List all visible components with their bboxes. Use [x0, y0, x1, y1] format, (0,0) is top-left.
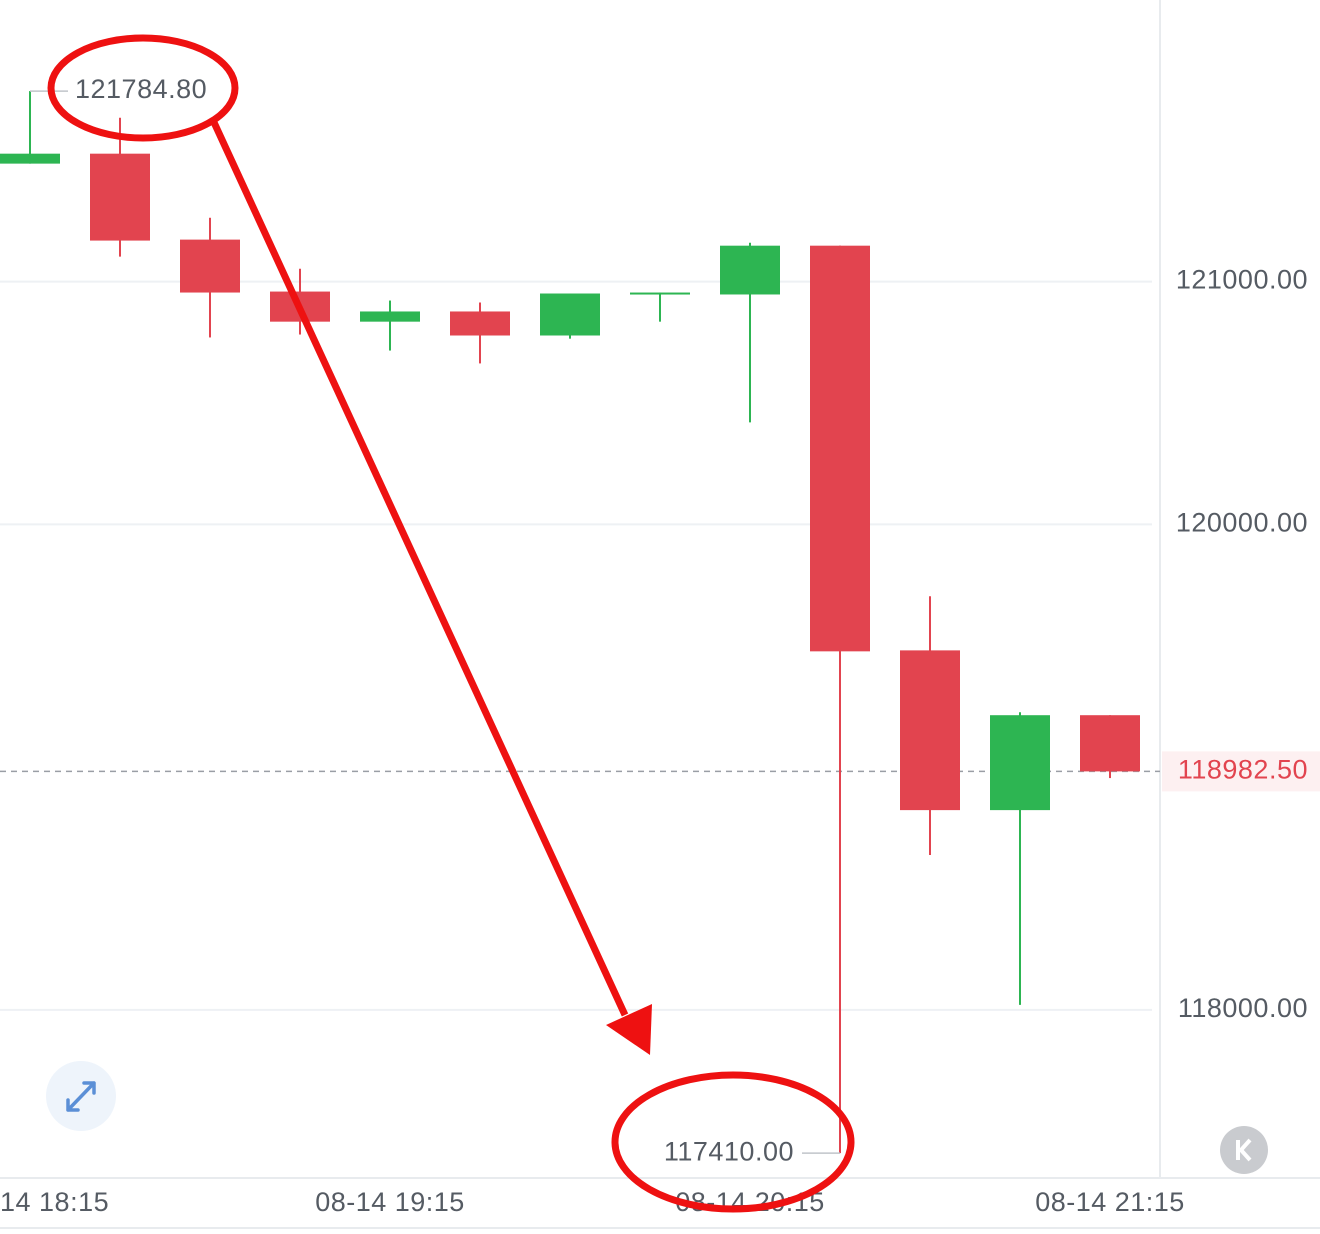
- candle-body: [990, 715, 1050, 811]
- arrow-shaft: [208, 116, 629, 1017]
- y-tick-label: 118000.00: [1178, 993, 1308, 1023]
- candle-body: [1080, 715, 1140, 772]
- candle-body: [810, 245, 870, 652]
- candle-body: [180, 239, 240, 293]
- x-tick-label: 08-14 19:15: [315, 1187, 465, 1217]
- annotation-label: 121784.80: [75, 74, 207, 104]
- annotation-label: 117410.00: [664, 1136, 794, 1166]
- candle-body: [630, 292, 690, 295]
- candle-body: [450, 311, 510, 336]
- last-price-label: 118982.50: [1178, 755, 1308, 785]
- highlight-circle: [47, 34, 239, 142]
- arrow-head: [606, 1004, 652, 1055]
- last-price-bg: [1162, 751, 1320, 792]
- y-tick-label: 120000.00: [1176, 508, 1308, 538]
- candle-body: [900, 650, 960, 811]
- x-tick-label: 08-14 20:15: [675, 1187, 825, 1217]
- k-button[interactable]: [1220, 1126, 1268, 1174]
- candle-body: [360, 311, 420, 322]
- k-icon[interactable]: [1236, 1138, 1252, 1162]
- candle-body: [540, 293, 600, 336]
- k-button-bg[interactable]: [1220, 1126, 1268, 1174]
- markup-annotation: [47, 34, 855, 1213]
- candle-body: [0, 153, 60, 164]
- candle-body: [90, 153, 150, 241]
- expand-button[interactable]: [46, 1061, 116, 1131]
- highlight-circle: [611, 1071, 855, 1213]
- x-tick-label: 14 18:15: [0, 1187, 109, 1217]
- expand-icon[interactable]: [66, 1081, 96, 1112]
- candle-body: [720, 245, 780, 295]
- x-tick-label: 08-14 21:15: [1035, 1187, 1185, 1217]
- plot-area: 118000.00 120000.00 121000.00 14 18:15 08-14…: [0, 74, 1320, 1217]
- y-tick-label: 121000.00: [1176, 265, 1308, 295]
